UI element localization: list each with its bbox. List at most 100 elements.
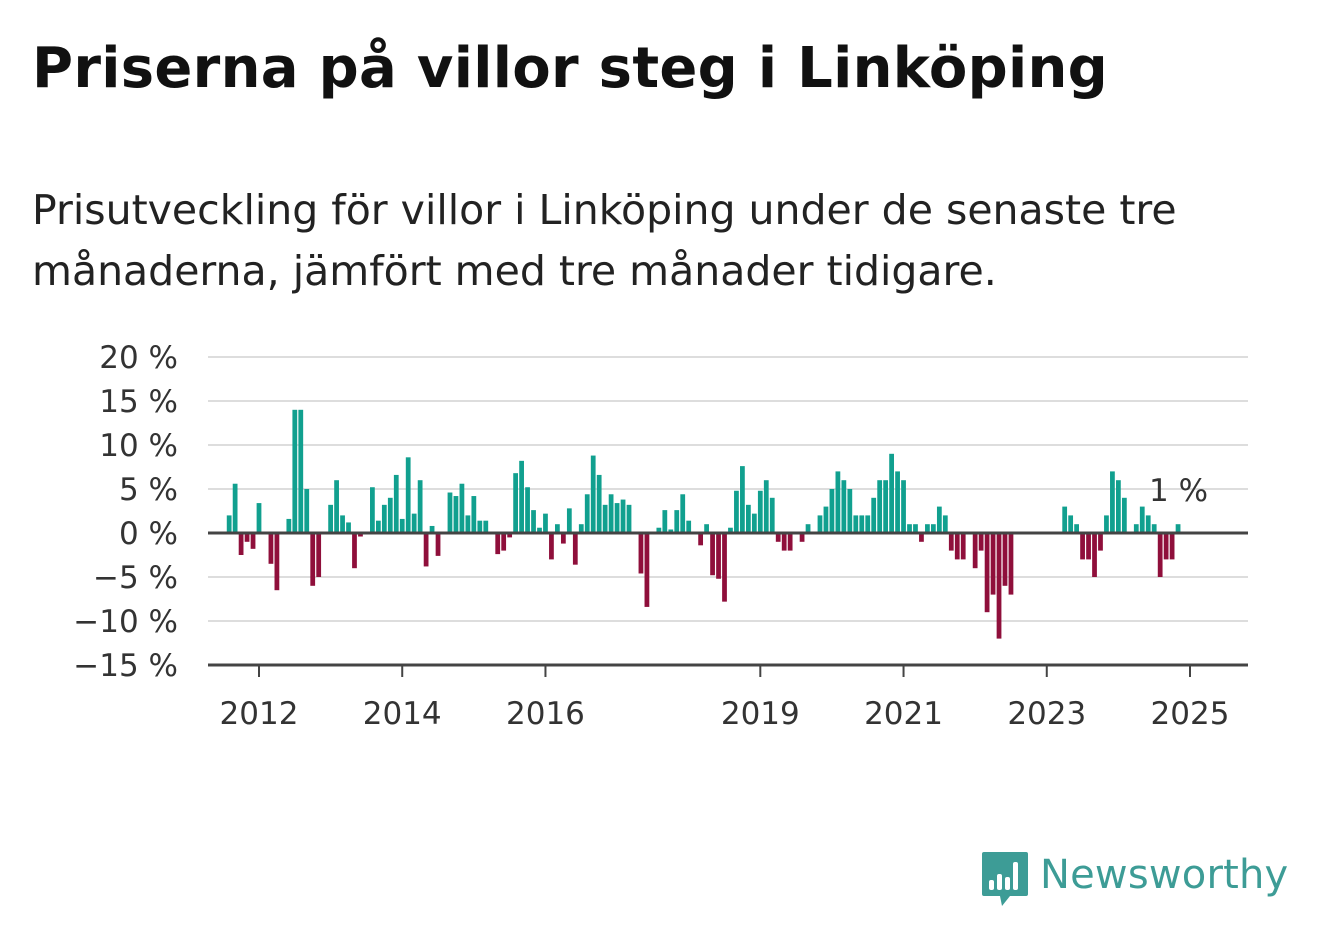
bar <box>877 480 883 533</box>
bar <box>745 504 751 533</box>
bar <box>1080 533 1085 560</box>
bar <box>847 489 853 533</box>
bar <box>1145 515 1151 533</box>
bar <box>656 527 662 533</box>
bar <box>984 533 990 613</box>
bar <box>268 533 274 564</box>
bar <box>1121 497 1127 533</box>
bar <box>519 460 524 533</box>
bar <box>1157 533 1163 577</box>
bar <box>829 489 835 533</box>
bar <box>1110 471 1115 533</box>
bar <box>453 496 459 533</box>
bar <box>1175 524 1181 533</box>
bar <box>919 533 924 542</box>
bar <box>787 533 793 551</box>
bar <box>835 471 841 533</box>
y-tick-label: 0 % <box>119 516 178 552</box>
bar <box>602 504 608 533</box>
bar <box>304 489 310 533</box>
bar <box>334 480 339 533</box>
bar <box>805 524 811 533</box>
bar <box>901 480 906 533</box>
bar <box>871 497 877 533</box>
bar <box>447 492 453 533</box>
bar <box>525 487 530 533</box>
bar <box>340 515 345 533</box>
bar <box>346 522 351 533</box>
bar <box>393 474 399 533</box>
bar <box>644 533 650 607</box>
bar <box>572 533 578 565</box>
bar <box>1169 533 1175 560</box>
bar <box>883 480 889 533</box>
bar <box>769 497 775 533</box>
bar <box>704 524 709 533</box>
bar <box>817 515 823 533</box>
bar <box>292 409 298 533</box>
bar-chart: 20 % 15 % 10 % 5 % 0 % −5 % −10 % −15 % 2012 2014… <box>73 340 1248 732</box>
bar <box>238 533 244 555</box>
bar <box>954 533 960 560</box>
bar <box>925 524 930 533</box>
bar <box>549 533 554 560</box>
bar <box>930 524 936 533</box>
bar <box>757 490 763 533</box>
x-tick-label: 2012 <box>220 696 299 732</box>
bar <box>274 533 280 591</box>
bar <box>907 524 912 533</box>
bar <box>1002 533 1008 586</box>
bars <box>226 409 1181 639</box>
bar <box>865 515 871 533</box>
bar <box>668 529 674 533</box>
bar <box>543 513 548 533</box>
y-tick-label: −15 % <box>73 648 178 684</box>
bar <box>1008 533 1014 595</box>
bar <box>578 524 584 533</box>
bar <box>674 510 680 533</box>
bar <box>471 496 477 533</box>
bar <box>531 510 536 533</box>
bar <box>608 494 614 533</box>
x-tick-label: 2021 <box>864 696 943 732</box>
newsworthy-logo-icon <box>982 852 1028 906</box>
bar <box>799 533 805 542</box>
bar <box>381 504 387 533</box>
bar <box>375 520 381 533</box>
bar <box>895 471 900 533</box>
bar <box>459 483 465 533</box>
bar <box>232 483 238 533</box>
chart-subtitle: Prisutveckling för villor i Linköping un… <box>32 186 1177 295</box>
newsworthy-logo: Newsworthy <box>980 850 1288 908</box>
bar <box>316 533 322 577</box>
bar <box>722 533 727 602</box>
bar <box>286 518 292 533</box>
bar <box>566 508 572 533</box>
bar <box>751 513 757 533</box>
bar <box>823 506 829 533</box>
x-tick-label: 2025 <box>1151 696 1230 732</box>
bar <box>948 533 954 551</box>
bar <box>1116 480 1121 533</box>
bar <box>1092 533 1097 577</box>
bar <box>1086 533 1091 560</box>
bar <box>638 533 644 574</box>
bar <box>405 457 411 533</box>
bar <box>913 524 918 533</box>
bar <box>620 499 626 533</box>
bar <box>310 533 316 586</box>
gridlines <box>208 356 1248 622</box>
brand-name: Newsworthy <box>1040 852 1289 898</box>
bar <box>358 533 363 537</box>
bar <box>740 466 745 533</box>
x-tick-label: 2023 <box>1007 696 1086 732</box>
bar <box>1163 533 1169 560</box>
bar <box>686 520 692 533</box>
bar <box>972 533 978 569</box>
bar <box>996 533 1002 639</box>
bar <box>435 533 441 556</box>
bar <box>507 533 513 538</box>
bar <box>859 515 865 533</box>
last-value-label: 1 % <box>1149 473 1208 509</box>
bar <box>590 455 596 533</box>
